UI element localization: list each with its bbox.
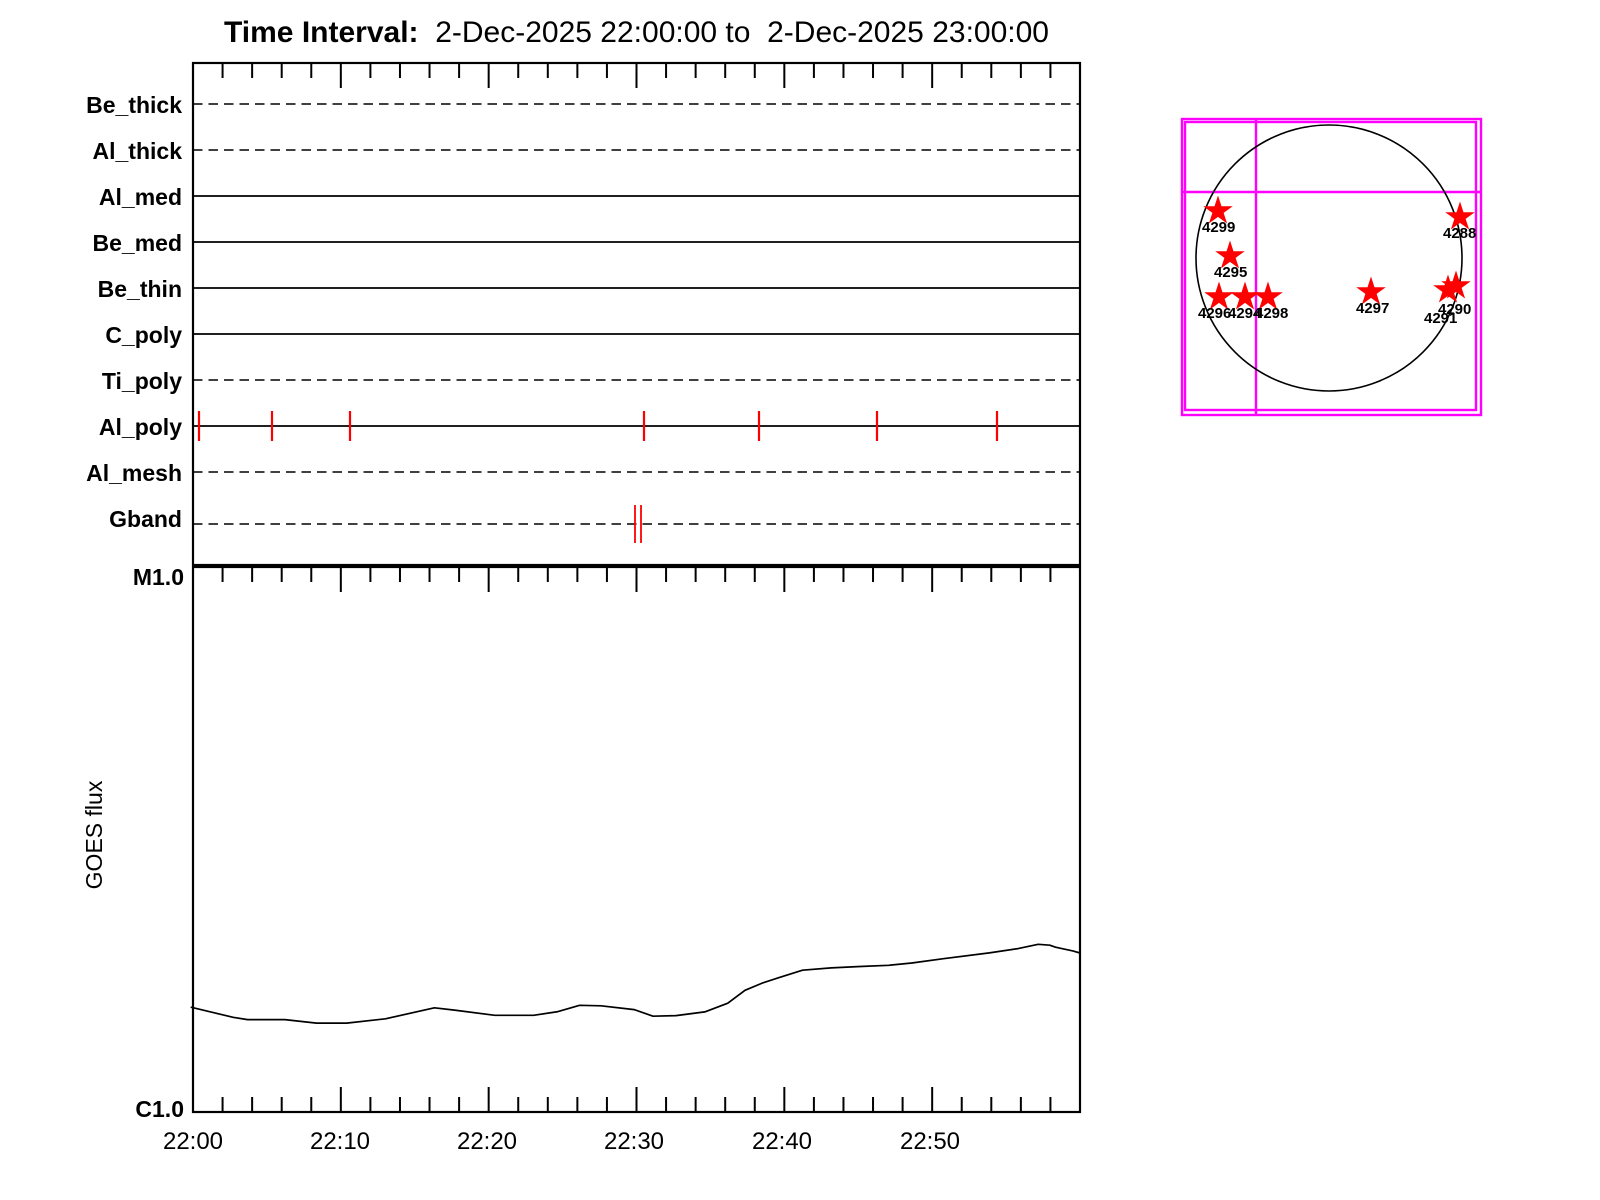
svg-text:4296: 4296 <box>1198 305 1231 322</box>
svg-text:4297: 4297 <box>1356 300 1389 317</box>
svg-text:4298: 4298 <box>1255 305 1288 322</box>
svg-text:4288: 4288 <box>1443 225 1476 242</box>
svg-text:4295: 4295 <box>1214 264 1247 281</box>
svg-text:4291: 4291 <box>1424 310 1457 327</box>
svg-text:4299: 4299 <box>1202 219 1235 236</box>
